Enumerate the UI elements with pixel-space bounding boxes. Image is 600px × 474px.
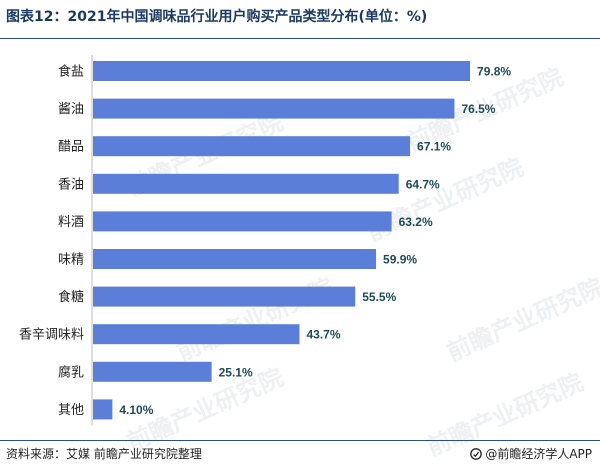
bar — [93, 361, 212, 382]
value-label: 43.7% — [306, 328, 340, 342]
bar — [93, 173, 399, 194]
bar — [93, 98, 455, 119]
value-label: 67.1% — [417, 140, 451, 154]
value-label: 76.5% — [461, 102, 495, 116]
category-label: 食糖 — [58, 289, 84, 305]
value-label: 59.9% — [383, 253, 417, 267]
category-label: 腐乳 — [58, 365, 84, 380]
value-label: 79.8% — [477, 65, 511, 79]
value-label: 63.2% — [399, 215, 433, 229]
value-label: 64.7% — [406, 177, 440, 191]
bar — [93, 324, 300, 345]
category-label: 酱油 — [58, 102, 84, 117]
value-label: 25.1% — [219, 365, 253, 379]
value-label: 55.5% — [362, 290, 396, 304]
value-label: 4.10% — [119, 403, 153, 417]
bar — [93, 61, 471, 81]
bar — [93, 399, 113, 420]
bar — [93, 286, 356, 307]
bar — [93, 211, 392, 232]
brand-text: @前瞻经济学人APP — [485, 447, 592, 461]
category-label: 其他 — [58, 403, 84, 418]
brand-logo-icon — [470, 447, 483, 460]
footer-divider — [0, 440, 600, 441]
category-label: 食盐 — [58, 64, 84, 80]
brand-credit: @前瞻经济学人APP — [470, 445, 592, 462]
category-label: 香油 — [58, 177, 84, 192]
category-label: 味精 — [58, 253, 84, 268]
chart-title: 图表12：2021年中国调味品行业用户购买产品类型分布(单位：%) — [6, 9, 428, 25]
category-label: 料酒 — [58, 215, 84, 230]
source-note: 资料来源：艾媒 前瞻产业研究院整理 — [6, 447, 202, 461]
bar — [93, 136, 411, 157]
category-label: 醋品 — [58, 139, 84, 155]
title-divider — [0, 38, 600, 39]
bar — [93, 249, 377, 269]
category-label: 香辛调味料 — [19, 328, 84, 343]
